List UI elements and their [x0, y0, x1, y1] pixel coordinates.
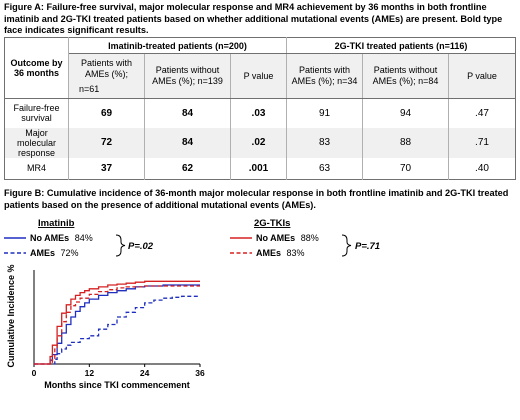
y-axis-label: Cumulative Incidence %	[6, 264, 16, 367]
legend-tki-no-value: 88%	[301, 233, 319, 243]
x-tick-label: 0	[32, 368, 37, 378]
x-ticks: 0 12 24 36	[32, 364, 205, 378]
series-line-1	[34, 295, 200, 365]
legend-tki-no: No AMEs 88%	[256, 233, 319, 243]
cell-pvalue: .001	[230, 157, 287, 180]
cell-pvalue: .47	[475, 107, 489, 119]
table-header-row: Outcome by 36 months Imatinib-treated pa…	[4, 37, 516, 99]
tki-pvalue-header: P value	[448, 53, 516, 99]
legend-imatinib-bracket	[115, 234, 126, 257]
chart-series	[34, 280, 200, 365]
x-tick-label: 36	[195, 368, 205, 378]
x-axis-label: Months since TKI commencement	[44, 380, 190, 390]
cell-value: 88	[362, 127, 449, 158]
x-tick-label: 24	[140, 368, 150, 378]
cell-pvalue: .71	[448, 127, 516, 158]
imatinib-with-ames-n: n=61	[79, 83, 100, 94]
legend-imatinib-ames: AMEs 72%	[30, 248, 79, 258]
imatinib-with-ames-label: Patients with AMEs (%);	[80, 57, 133, 79]
series-line-3	[34, 285, 200, 365]
legend-imatinib-no-value: 84%	[75, 233, 93, 243]
table-row-ffs: Failure-free survival 69 84 .03 91 94 .4…	[4, 98, 516, 128]
cell-value: 62	[144, 157, 231, 180]
table-row-mmr: Major molecular response 72 84 .02 83 88…	[4, 127, 516, 158]
table-row-mr4: MR4 37 62 .001 63 70 .40	[4, 157, 516, 180]
results-table: Outcome by 36 months Imatinib-treated pa…	[4, 37, 516, 180]
cell-value: 37	[68, 157, 145, 180]
imatinib-without-ames-header: Patients without AMEs (%); n=139	[144, 53, 231, 99]
legend-imatinib-no-label: No AMEs	[30, 233, 69, 243]
cell-value: 94	[362, 98, 449, 128]
tki-without-ames-header: Patients without AMEs (%); n=84	[362, 53, 449, 99]
imatinib-pvalue: P=.02	[128, 241, 154, 252]
legend-imatinib-ames-label: AMEs	[30, 248, 55, 258]
cell-pvalue: .03	[230, 98, 287, 128]
figure-b-caption: Figure B: Cumulative incidence of 36-mon…	[4, 188, 509, 210]
row-outcome-label: Major molecular response	[4, 127, 69, 158]
row-outcome-label: MR4	[4, 157, 69, 180]
tki-pvalue: P=.71	[355, 241, 380, 252]
legend-tki-no-label: No AMEs	[256, 233, 295, 243]
cell-value: 70	[362, 157, 449, 180]
cell-value: 84	[144, 127, 231, 158]
cell-value: 83	[286, 127, 363, 158]
series-line-0	[34, 284, 200, 365]
imatinib-group-header: Imatinib-treated patients (n=200)	[68, 37, 287, 54]
cell-pvalue: .40	[475, 162, 489, 174]
imatinib-with-ames-header: Patients with AMEs (%); n=61	[68, 53, 145, 99]
cell-value: 84	[144, 98, 231, 128]
imatinib-pvalue-header: P value	[230, 53, 287, 99]
legend-tki-ames-value: 83%	[287, 248, 305, 258]
cell-value: 63	[286, 157, 363, 180]
tki-with-ames-header: Patients with AMEs (%); n=34	[286, 53, 363, 99]
legend-tki-title: 2G-TKIs	[254, 218, 290, 229]
table-subheader-row: Patients with AMEs (%); n=61 Patients wi…	[5, 53, 516, 99]
tki-group-header: 2G-TKI treated patients (n=116)	[286, 37, 516, 54]
legend-imatinib-no: No AMEs 84%	[30, 233, 93, 243]
cumulative-incidence-chart: Imatinib No AMEs 84% AMEs 72% P=.02 2G-T…	[4, 218, 380, 390]
cell-value: 91	[286, 98, 363, 128]
figure-a-caption: Figure A: Failure-free survival, major m…	[4, 2, 503, 35]
legend-imatinib-title: Imatinib	[38, 218, 75, 229]
cell-value: 69	[68, 98, 145, 128]
legend-tki-bracket	[341, 234, 352, 257]
legend-imatinib-ames-value: 72%	[61, 248, 79, 258]
row-outcome-label: Failure-free survival	[4, 98, 69, 128]
cell-value: 72	[68, 127, 145, 158]
legend-tki-ames-label: AMEs	[256, 248, 281, 258]
outcome-header: Outcome by 36 months	[4, 37, 69, 99]
cell-pvalue: .02	[230, 127, 287, 158]
x-tick-label: 12	[85, 368, 95, 378]
legend-tki-ames: AMEs 83%	[256, 248, 305, 258]
